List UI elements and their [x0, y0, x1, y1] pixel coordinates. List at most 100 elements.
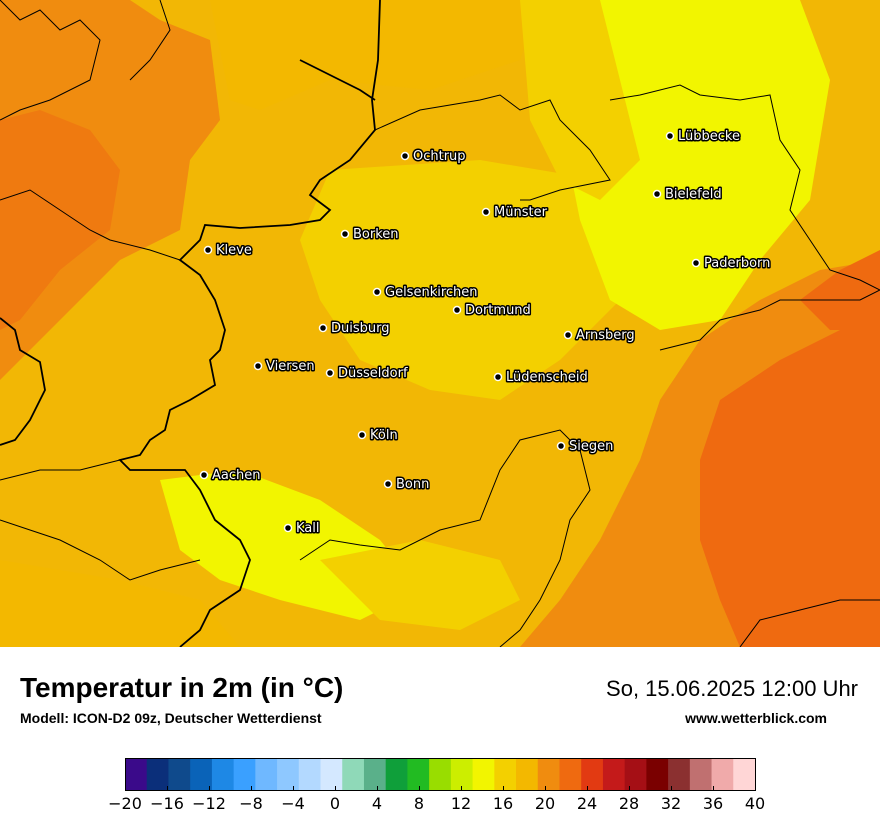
- city-paderborn: Paderborn: [691, 255, 772, 273]
- city-dot: [652, 189, 662, 199]
- colorbar-segment: [190, 758, 213, 791]
- colorbar-segment: [255, 758, 278, 791]
- city-label: Borken: [353, 227, 399, 242]
- forecast-datetime: So, 15.06.2025 12:00 Uhr: [606, 676, 858, 701]
- city-label: Siegen: [569, 439, 613, 454]
- city-siegen: Siegen: [556, 438, 615, 456]
- city-label: Köln: [370, 428, 398, 443]
- colorbar-segment: [689, 758, 713, 791]
- city-dot: [199, 470, 209, 480]
- city-aachen: Aachen: [199, 467, 262, 485]
- city-duisburg: Duisburg: [318, 320, 391, 338]
- colorbar-segment: [320, 758, 343, 791]
- city-gelsenkirchen: Gelsenkirchen: [372, 284, 479, 302]
- colorbar-tick-label: −12: [192, 794, 226, 813]
- city-ochtrup: Ochtrup: [400, 148, 467, 166]
- city-bielefeld: Bielefeld: [652, 186, 723, 204]
- city-dot: [556, 441, 566, 451]
- city-köln: Köln: [357, 427, 399, 445]
- colorbar-tick-label: 0: [329, 794, 341, 813]
- colorbar-tick-label: −16: [150, 794, 184, 813]
- colorbar-segment: [146, 758, 169, 791]
- city-label: Münster: [494, 205, 548, 220]
- city-markers: Lübbecke Ochtrup Bielefeld Münster Borken Kle…: [199, 128, 772, 538]
- city-dot: [665, 131, 675, 141]
- colorbar-segment: [516, 758, 539, 791]
- city-dot: [452, 305, 462, 315]
- city-dot: [563, 330, 573, 340]
- model-info: Modell: ICON-D2 09z, Deutscher Wetterdie…: [20, 710, 322, 726]
- colorbar-segment: [429, 758, 452, 791]
- colorbar-segment: [472, 758, 495, 791]
- city-dot: [203, 245, 213, 255]
- map-title: Temperatur in 2m (in °C): [20, 672, 344, 703]
- temp-area-east-yellow: [560, 0, 830, 330]
- city-kall: Kall: [283, 520, 321, 538]
- colorbar-segment: [342, 758, 365, 791]
- city-label: Arnsberg: [576, 328, 635, 343]
- city-dot: [691, 258, 701, 268]
- colorbar-segment: [233, 758, 256, 791]
- colorbar-segment: [385, 758, 408, 791]
- city-kleve: Kleve: [203, 242, 253, 260]
- temp-area-southeast-hot: [700, 320, 880, 647]
- city-dot: [325, 368, 335, 378]
- city-label: Dortmund: [465, 303, 531, 318]
- temp-area-west-inner: [0, 110, 120, 330]
- city-dot: [340, 229, 350, 239]
- city-label: Viersen: [266, 359, 315, 374]
- temp-area-central: [300, 160, 640, 400]
- city-borken: Borken: [340, 226, 400, 244]
- city-düsseldorf: Düsseldorf: [325, 365, 409, 383]
- city-label: Duisburg: [331, 321, 390, 336]
- temp-area-east-yellow2: [520, 0, 640, 200]
- country-borders: [0, 0, 381, 647]
- city-bonn: Bonn: [383, 476, 431, 494]
- city-dortmund: Dortmund: [452, 302, 532, 320]
- city-label: Bonn: [396, 477, 429, 492]
- city-dot: [481, 207, 491, 217]
- colorbar-segment: [668, 758, 691, 791]
- colorbar-segment: [494, 758, 517, 791]
- city-dot: [400, 151, 410, 161]
- city-lüdenscheid: Lüdenscheid: [493, 369, 589, 387]
- city-label: Lüdenscheid: [506, 370, 588, 385]
- temperature-colorbar: [125, 758, 756, 791]
- city-label: Ochtrup: [413, 149, 466, 164]
- temp-area-north: [210, 0, 540, 110]
- colorbar-tick-label: 12: [450, 794, 472, 813]
- city-label: Düsseldorf: [338, 366, 408, 381]
- colorbar-tick-label: 16: [492, 794, 514, 813]
- colorbar-tick-label: 20: [534, 794, 556, 813]
- city-münster: Münster: [481, 204, 549, 222]
- city-dot: [357, 430, 367, 440]
- city-label: Gelsenkirchen: [385, 285, 478, 300]
- colorbar-tick-label: 8: [413, 794, 425, 813]
- temp-area-south-yellow: [320, 540, 520, 630]
- state-borders: [0, 0, 880, 647]
- city-label: Paderborn: [704, 256, 770, 271]
- city-label: Bielefeld: [665, 187, 722, 202]
- colorbar-tick-label: 36: [702, 794, 724, 813]
- colorbar-segment: [646, 758, 669, 791]
- city-label: Kleve: [216, 243, 252, 258]
- city-label: Aachen: [212, 468, 260, 483]
- city-dot: [283, 523, 293, 533]
- colorbar-segment: [277, 758, 300, 791]
- temp-area-east-hot: [800, 250, 880, 330]
- colorbar-tick-label: −20: [108, 794, 142, 813]
- city-arnsberg: Arnsberg: [563, 327, 636, 345]
- colorbar-border: [125, 758, 756, 791]
- website-link[interactable]: www.wetterblick.com: [685, 710, 827, 726]
- city-dot: [253, 361, 263, 371]
- colorbar-segment: [537, 758, 560, 791]
- colorbar-segment: [168, 758, 191, 791]
- colorbar-segment: [298, 758, 322, 791]
- temperature-map: Lübbecke Ochtrup Bielefeld Münster Borken Kle…: [0, 0, 880, 647]
- colorbar-segment: [125, 758, 148, 791]
- colorbar-segment: [363, 758, 387, 791]
- city-label: Lübbecke: [678, 129, 740, 144]
- footer: Temperatur in 2m (in °C) Modell: ICON-D2…: [0, 648, 880, 830]
- colorbar-segment: [407, 758, 430, 791]
- colorbar-tick-label: 24: [576, 794, 598, 813]
